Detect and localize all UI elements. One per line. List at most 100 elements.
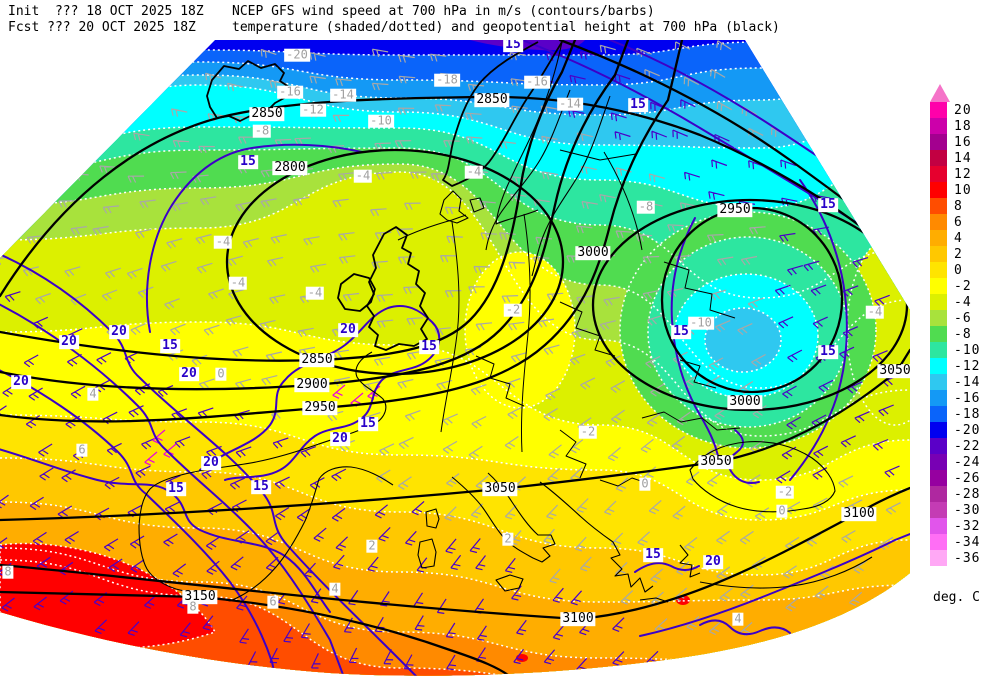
- colorbar-value: 12: [954, 166, 972, 182]
- colorbar-swatch: [930, 182, 947, 198]
- colorbar-swatch: [930, 198, 947, 214]
- colorbar-swatch: [930, 342, 947, 358]
- colorbar-unit-label: deg. C: [933, 590, 980, 605]
- colorbar-value: -36: [954, 550, 981, 566]
- colorbar-entry: -34: [930, 534, 980, 550]
- colorbar-swatch: [930, 294, 947, 310]
- colorbar-swatch: [930, 534, 947, 550]
- chart-header: Init ??? 18 OCT 2025 18Z NCEP GFS wind s…: [0, 0, 1000, 40]
- colorbar-swatch: [930, 374, 947, 390]
- colorbar-entry: 8: [930, 198, 980, 214]
- colorbar-value: 16: [954, 134, 972, 150]
- colorbar-value: -6: [954, 310, 972, 326]
- colorbar-value: 20: [954, 102, 972, 118]
- colorbar-entry: -14: [930, 374, 980, 390]
- colorbar-value: 6: [954, 214, 963, 230]
- colorbar-value: -8: [954, 326, 972, 342]
- colorbar-swatch: [930, 502, 947, 518]
- colorbar-entry: -28: [930, 486, 980, 502]
- colorbar-value: 4: [954, 230, 963, 246]
- colorbar-value: -14: [954, 374, 981, 390]
- colorbar-entry: -16: [930, 390, 980, 406]
- colorbar-value: -20: [954, 422, 981, 438]
- colorbar-entry: 12: [930, 166, 980, 182]
- colorbar-entry: -32: [930, 518, 980, 534]
- colorbar-value: -12: [954, 358, 981, 374]
- colorbar-value: -4: [954, 294, 972, 310]
- colorbar-swatch: [930, 246, 947, 262]
- colorbar-value: 10: [954, 182, 972, 198]
- colorbar-entry: 18: [930, 118, 980, 134]
- colorbar-entry: 14: [930, 150, 980, 166]
- chart-title-line1: NCEP GFS wind speed at 700 hPa in m/s (c…: [232, 4, 655, 19]
- colorbar-entry: -20: [930, 422, 980, 438]
- colorbar-value: -22: [954, 438, 981, 454]
- colorbar-value: -10: [954, 342, 981, 358]
- colorbar-value: 0: [954, 262, 963, 278]
- colorbar-swatch: [930, 134, 947, 150]
- colorbar-swatch: [930, 310, 947, 326]
- colorbar-entry: -4: [930, 294, 980, 310]
- colorbar-swatch: [930, 518, 947, 534]
- colorbar-entry: 16: [930, 134, 980, 150]
- colorbar-swatch: [930, 262, 947, 278]
- colorbar-entry: -2: [930, 278, 980, 294]
- colorbar: 20 18 16 14 12 10 8 6 4 2 0 -2 -4 -6 -8 -10 -12 -14 -16 -18…: [930, 84, 980, 566]
- colorbar-value: -28: [954, 486, 981, 502]
- colorbar-arrow-icon: [930, 84, 950, 102]
- colorbar-entry: -10: [930, 342, 980, 358]
- colorbar-entry: -12: [930, 358, 980, 374]
- colorbar-swatch: [930, 358, 947, 374]
- colorbar-value: -24: [954, 454, 981, 470]
- colorbar-value: 2: [954, 246, 963, 262]
- colorbar-swatch: [930, 422, 947, 438]
- colorbar-entry: -24: [930, 454, 980, 470]
- colorbar-swatch: [930, 278, 947, 294]
- colorbar-swatch: [930, 406, 947, 422]
- colorbar-entry: -30: [930, 502, 980, 518]
- colorbar-swatch: [930, 166, 947, 182]
- colorbar-swatch: [930, 326, 947, 342]
- colorbar-swatch: [930, 118, 947, 134]
- colorbar-value: -2: [954, 278, 972, 294]
- colorbar-entry: 2: [930, 246, 980, 262]
- colorbar-value: -16: [954, 390, 981, 406]
- colorbar-swatch: [930, 438, 947, 454]
- colorbar-swatch: [930, 470, 947, 486]
- init-time-text: Init ??? 18 OCT 2025 18Z: [8, 4, 204, 19]
- country-borders: [440, 151, 741, 487]
- colorbar-swatch: [930, 454, 947, 470]
- colorbar-swatch: [930, 102, 947, 118]
- colorbar-entry: 0: [930, 262, 980, 278]
- colorbar-swatch: [930, 230, 947, 246]
- colorbar-swatch: [930, 150, 947, 166]
- wind-barbs-layer: [0, 40, 901, 673]
- colorbar-value: -32: [954, 518, 981, 534]
- forecast-time-text: Fcst ??? 20 OCT 2025 18Z: [8, 20, 196, 35]
- colorbar-value: 18: [954, 118, 972, 134]
- colorbar-entry: -36: [930, 550, 980, 566]
- colorbar-swatch: [930, 550, 947, 566]
- colorbar-entry: -6: [930, 310, 980, 326]
- colorbar-entry: -18: [930, 406, 980, 422]
- colorbar-entry: -26: [930, 470, 980, 486]
- colorbar-value: -18: [954, 406, 981, 422]
- colorbar-value: 8: [954, 198, 963, 214]
- colorbar-entry: 10: [930, 182, 980, 198]
- chart-title-line2: temperature (shaded/dotted) and geopoten…: [232, 20, 780, 35]
- colorbar-entry: 6: [930, 214, 980, 230]
- colorbar-value: -30: [954, 502, 981, 518]
- colorbar-value: 14: [954, 150, 972, 166]
- colorbar-value: -26: [954, 470, 981, 486]
- colorbar-swatch: [930, 214, 947, 230]
- colorbar-swatch: [930, 390, 947, 406]
- colorbar-value: -34: [954, 534, 981, 550]
- colorbar-entry: 4: [930, 230, 980, 246]
- colorbar-entry: 20: [930, 102, 980, 118]
- colorbar-entry: -8: [930, 326, 980, 342]
- coastlines: [138, 41, 873, 603]
- colorbar-swatch: [930, 486, 947, 502]
- colorbar-entry: -22: [930, 438, 980, 454]
